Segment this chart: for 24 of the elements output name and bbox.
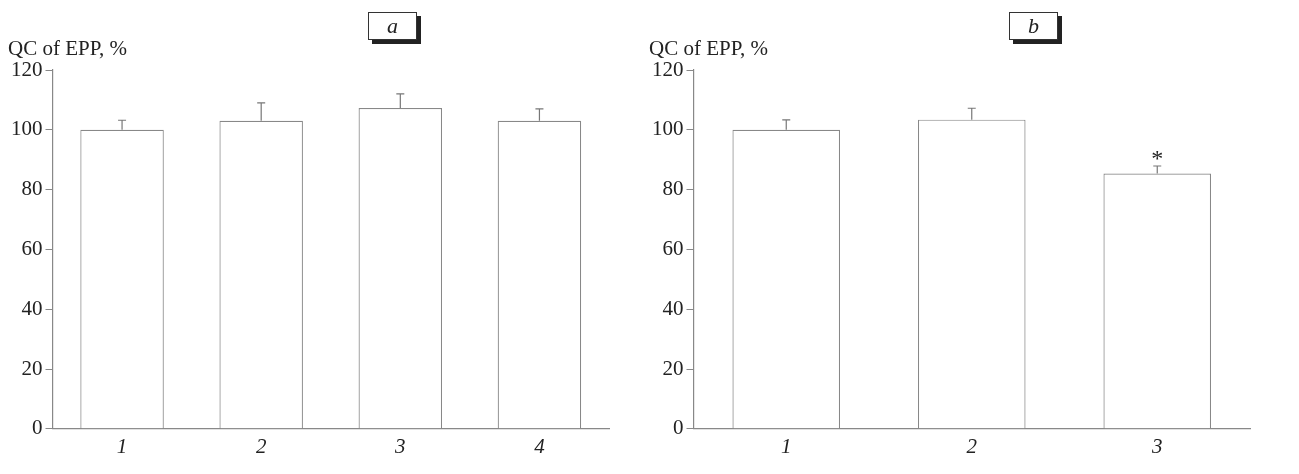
y-tick-label: 60 xyxy=(662,235,684,260)
y-tick-label: 100 xyxy=(11,116,43,141)
y-tick-label: 60 xyxy=(21,235,43,260)
x-tick-label: 2 xyxy=(966,433,978,458)
x-tick-label: 1 xyxy=(116,433,128,458)
x-tick-label: 3 xyxy=(1151,433,1163,458)
x-tick-label: 3 xyxy=(394,433,406,458)
y-tick-label: 0 xyxy=(32,415,43,440)
y-axis-title: QC of EPP, % xyxy=(649,36,769,61)
y-axis-title: QC of EPP, % xyxy=(8,36,128,61)
y-tick-label: 20 xyxy=(662,355,684,380)
x-tick-label: 4 xyxy=(534,433,546,458)
y-tick-label: 40 xyxy=(21,295,43,320)
y-tick-label: 40 xyxy=(662,295,684,320)
chart-title: b xyxy=(1009,12,1058,40)
y-tick-label: 100 xyxy=(652,116,684,141)
y-tick-label: 0 xyxy=(673,415,684,440)
annotation: * xyxy=(1151,145,1164,172)
x-tick-label: 1 xyxy=(781,433,792,458)
y-tick-label: 80 xyxy=(662,176,684,201)
chart-title: a xyxy=(368,12,417,40)
y-tick-label: 20 xyxy=(21,355,43,380)
y-tick-label: 80 xyxy=(21,176,43,201)
x-tick-label: 2 xyxy=(255,433,267,458)
